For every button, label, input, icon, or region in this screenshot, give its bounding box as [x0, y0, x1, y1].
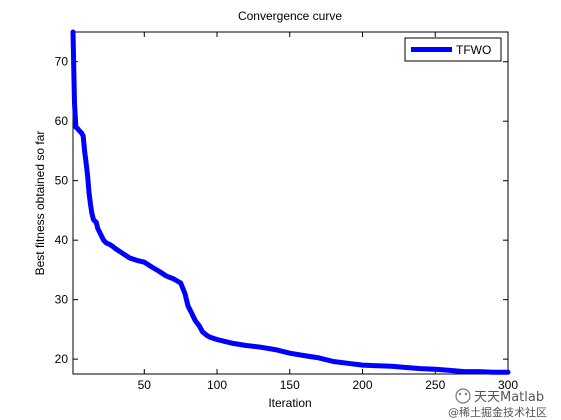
y-tick-label: 60: [55, 114, 69, 128]
x-axis-ticks: 50 100 150 200 250 300: [138, 32, 518, 392]
y-tick-label: 50: [55, 174, 69, 188]
x-tick-label: 200: [352, 378, 372, 392]
y-axis-label: Best fitness obtained so far: [33, 131, 47, 276]
series-line-tfwo: [70, 29, 511, 375]
y-tick-label: 70: [55, 55, 69, 69]
y-axis-ticks: 20 30 40 50 60 70: [55, 55, 508, 366]
x-tick-label: 250: [425, 378, 445, 392]
wechat-icon: [455, 388, 471, 404]
x-axis-label: Iteration: [268, 396, 311, 410]
x-tick-label: 50: [138, 378, 152, 392]
watermark-line2: @稀土掘金技术社区: [448, 405, 547, 419]
legend-box: [404, 37, 502, 62]
legend: TFWO: [404, 37, 502, 62]
legend-label-tfwo: TFWO: [456, 43, 491, 57]
x-tick-label: 100: [207, 378, 227, 392]
plot-frame: [72, 31, 509, 375]
wechat-icon-dot: [458, 392, 462, 396]
watermark-line1: 天天Matlab: [474, 390, 544, 405]
watermark: 天天Matlab @稀土掘金技术社区: [448, 388, 547, 419]
y-tick-label: 40: [55, 233, 69, 247]
chart-title: Convergence curve: [238, 9, 342, 23]
x-tick-label: 150: [280, 378, 300, 392]
y-tick-label: 20: [55, 352, 69, 366]
x-tick-label: 300: [498, 378, 518, 392]
wechat-icon-dot: [464, 392, 468, 396]
y-tick-label: 30: [55, 293, 69, 307]
